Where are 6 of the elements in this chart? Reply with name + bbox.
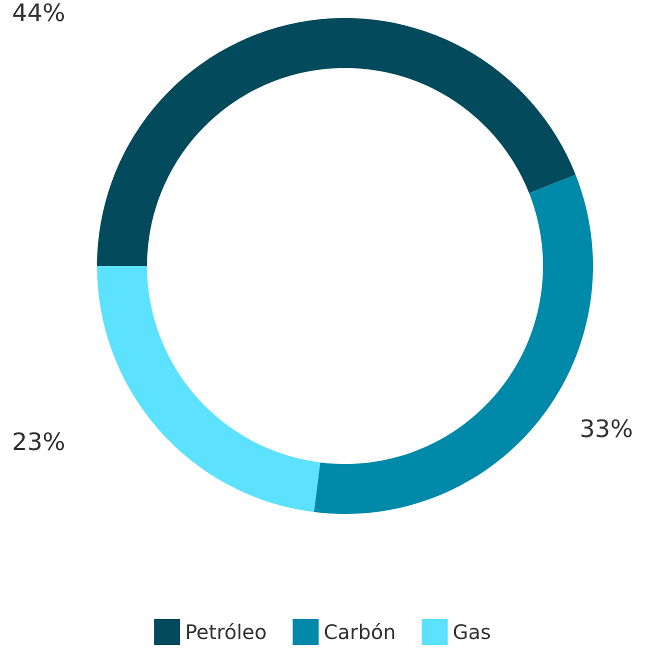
legend-label: Carbón (324, 620, 396, 644)
data-label: 23% (12, 428, 66, 456)
legend-label: Gas (452, 620, 491, 644)
legend-label: Petróleo (185, 620, 267, 644)
data-label: 44% (12, 0, 66, 27)
data-label: 33% (580, 415, 633, 444)
